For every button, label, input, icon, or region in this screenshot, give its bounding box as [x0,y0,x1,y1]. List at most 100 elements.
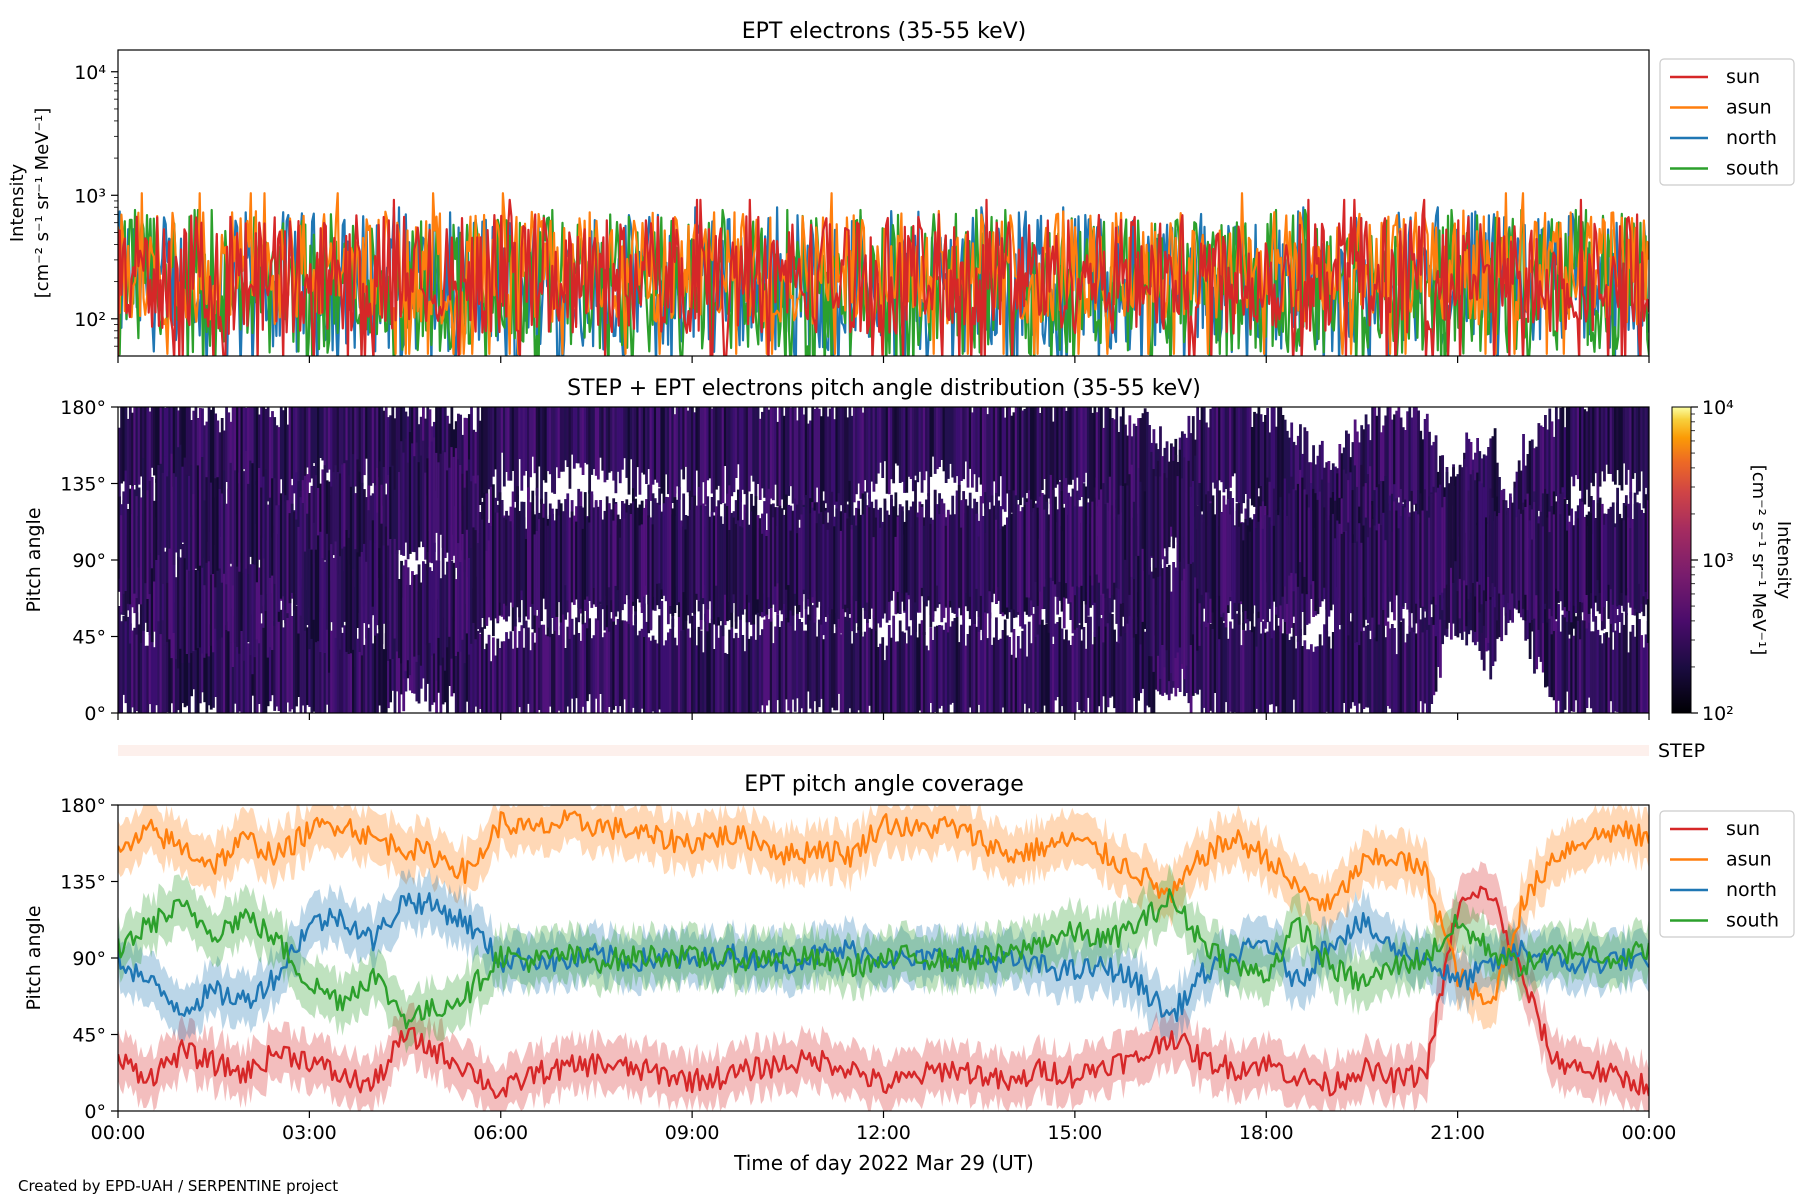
heatmap-cell-asun [537,407,541,467]
heatmap-cell-south [1040,493,1044,610]
heatmap-cell-south [1178,449,1182,562]
heatmap-cell-sun [489,661,493,713]
heatmap-cell-sun [651,635,655,712]
heatmap-cell-sun [159,619,163,713]
heatmap-cell-south [610,509,613,601]
heatmap-cell-south [1509,493,1512,610]
heatmap-cell-south [1541,526,1545,624]
heatmap-cell-north [1141,546,1145,622]
heatmap-cell-south [448,560,452,637]
heatmap-cell-sun [741,635,745,713]
heatmap-cell-sun [960,624,963,713]
heatmap-cell-north [441,450,445,548]
heatmap-cell-asun [1587,407,1591,507]
heatmap-cell-asun [535,407,539,496]
heatmap-cell-asun [750,407,753,476]
heatmap-cell-sun [1285,608,1289,713]
heatmap-cell-south [498,492,502,603]
heatmap-cell-north [428,447,432,563]
heatmap-cell-asun [356,407,360,465]
heatmap-cell-south [946,512,950,633]
heatmap-cell-south [859,523,863,636]
heatmap-cell-sun [1229,621,1232,712]
heatmap-cell-south [297,526,301,634]
heatmap-cell-north [1369,466,1372,584]
heatmap-cell-south [1342,532,1346,647]
heatmap-cell-asun [505,407,508,472]
heatmap-cell-sun [1607,637,1611,713]
heatmap-cell-south [741,527,745,615]
heatmap-cell-sun [1073,620,1077,713]
heatmap-cell-south [1034,503,1038,582]
y-tick-label: 45° [72,627,106,649]
heatmap-cell-south [319,531,323,652]
heatmap-cell-south [1296,483,1300,587]
heatmap-cell-asun [863,407,867,481]
heatmap-cell-asun [911,407,915,492]
heatmap-cell-sun [542,624,546,713]
heatmap-cell-sun [879,643,882,713]
heatmap-cell-asun [765,407,769,514]
heatmap-cell-asun [1644,407,1648,488]
heatmap-cell-south [1086,502,1090,592]
heatmap-cell-south [671,508,675,616]
heatmap-cell-asun [492,407,495,477]
heatmap-cell-south [1434,492,1438,605]
heatmap-cell-sun [1546,605,1549,687]
heatmap-cell-south [852,515,856,632]
heatmap-cell-south [1476,472,1480,582]
heatmap-cell-sun [636,635,640,713]
heatmap-cell-asun [1275,426,1278,532]
legend-box [1659,810,1795,938]
heatmap-cell-north [201,549,204,654]
heatmap-cell-asun [148,411,152,489]
heatmap-cell-south [572,515,576,605]
heatmap-cell-asun [1082,407,1086,483]
heatmap-cell-south [1163,473,1167,549]
heatmap-cell-asun [1224,407,1228,489]
heatmap-cell-asun [142,407,145,491]
heatmap-cell-sun [647,637,651,713]
heatmap-cell-asun [732,407,736,493]
heatmap-cell-south [472,527,476,623]
heatmap-cell-south [1211,495,1215,613]
heatmap-cell-sun [990,644,994,713]
heatmap-cell-south [1539,511,1543,630]
heatmap-cell-sun [1307,649,1311,713]
heatmap-cell-asun [726,407,729,496]
heatmap-cell-sun [787,619,791,711]
heatmap-cell-sun [1198,608,1202,690]
heatmap-cell-sun [1001,630,1005,708]
heatmap-cell-asun [120,407,123,484]
heatmap-cell-sun [233,616,237,704]
heatmap-cell-north [397,472,401,551]
heatmap-cell-sun [1544,594,1547,688]
heatmap-cell-asun [157,407,161,489]
heatmap-cell-asun [1124,424,1127,538]
heatmap-cell-sun [524,620,528,713]
heatmap-cell-asun [743,407,747,495]
heatmap-cell-asun [1417,410,1420,523]
heatmap-cell-asun [1296,435,1300,513]
heatmap-cell-south [568,517,572,594]
heatmap-cell-sun [1331,632,1335,713]
heatmap-cell-asun [868,407,871,499]
heatmap-cell-sun [275,613,279,707]
heatmap-cell-south [275,505,279,608]
heatmap-cell-north [448,467,452,561]
heatmap-cell-asun [437,407,441,498]
heatmap-cell-south [1515,517,1519,610]
heatmap-cell-sun [771,643,775,713]
heatmap-cell-south [929,523,933,628]
heatmap-cell-sun [837,617,841,694]
heatmap-cell-sun [144,645,148,713]
heatmap-cell-south [249,460,253,557]
heatmap-cell-asun [1268,432,1272,509]
heatmap-cell-asun [1246,407,1250,517]
heatmap-cell-south [761,533,764,613]
heatmap-cell-asun [1395,410,1399,517]
heatmap-cell-sun [1071,635,1075,713]
heatmap-cell-sun [1410,627,1414,713]
